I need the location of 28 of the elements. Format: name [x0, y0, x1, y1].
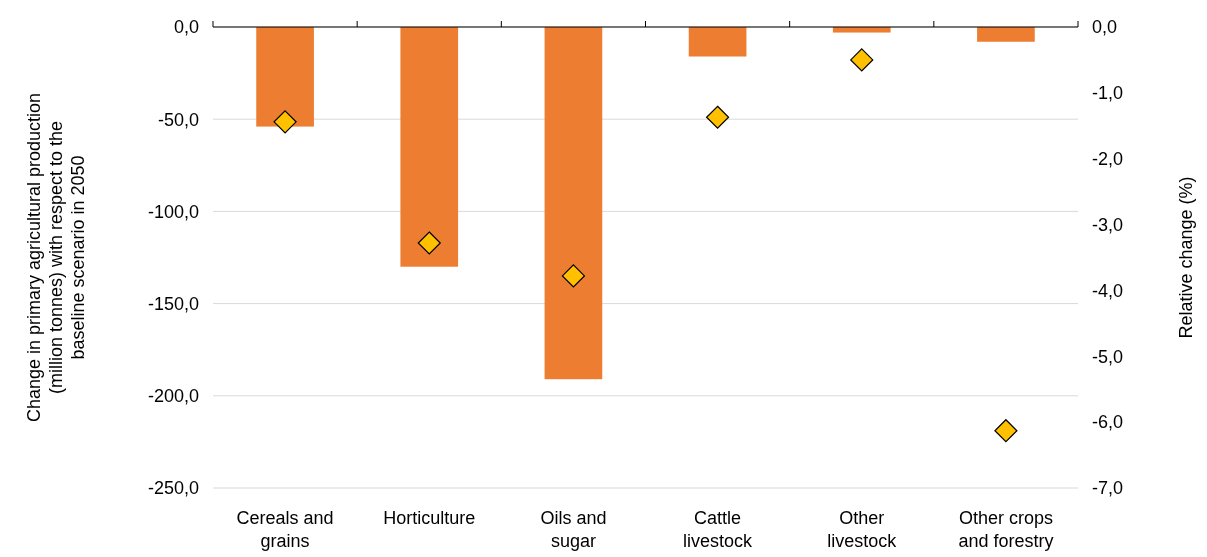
x-tick-label: Oils and sugar — [540, 508, 607, 551]
x-tick-label: Cereals and grains — [236, 508, 334, 551]
y-tick-label: -200,0 — [147, 386, 199, 407]
point — [705, 105, 730, 129]
y-tick-label: 0,0 — [173, 17, 199, 38]
y2-tick-label: -3,0 — [1092, 214, 1124, 235]
x-tick-label: Other crops and forestry — [958, 508, 1054, 551]
y-axis-title: Change in primary agricultural production (million tonnes) with respect to the baseline scenario in 2050 — [24, 92, 88, 423]
y2-tick-label: -6,0 — [1092, 412, 1124, 433]
y-tick-label: -100,0 — [147, 201, 199, 222]
point — [417, 231, 441, 255]
x-tick-label: Horticulture — [383, 508, 476, 528]
y2-axis-title: Relative change (%) — [1176, 176, 1196, 339]
y2-tick-label: -2,0 — [1092, 149, 1124, 170]
y2-tick-label: -5,0 — [1092, 346, 1124, 367]
y2-tick-label: -4,0 — [1092, 280, 1124, 301]
point — [994, 419, 1018, 443]
y2-tick-label: -1,0 — [1092, 83, 1124, 104]
point — [850, 48, 874, 72]
point — [561, 264, 586, 288]
y2-tick-label: 0,0 — [1092, 17, 1118, 38]
y-tick-label: -250,0 — [147, 478, 199, 499]
y2-tick-label: -7,0 — [1092, 478, 1124, 499]
y-tick-label: -150,0 — [147, 293, 199, 314]
x-tick-label: Cattle livestock — [683, 508, 754, 551]
x-tick-label: Other livestock — [827, 508, 898, 551]
point — [273, 110, 297, 134]
y-tick-label: -50,0 — [157, 109, 199, 130]
